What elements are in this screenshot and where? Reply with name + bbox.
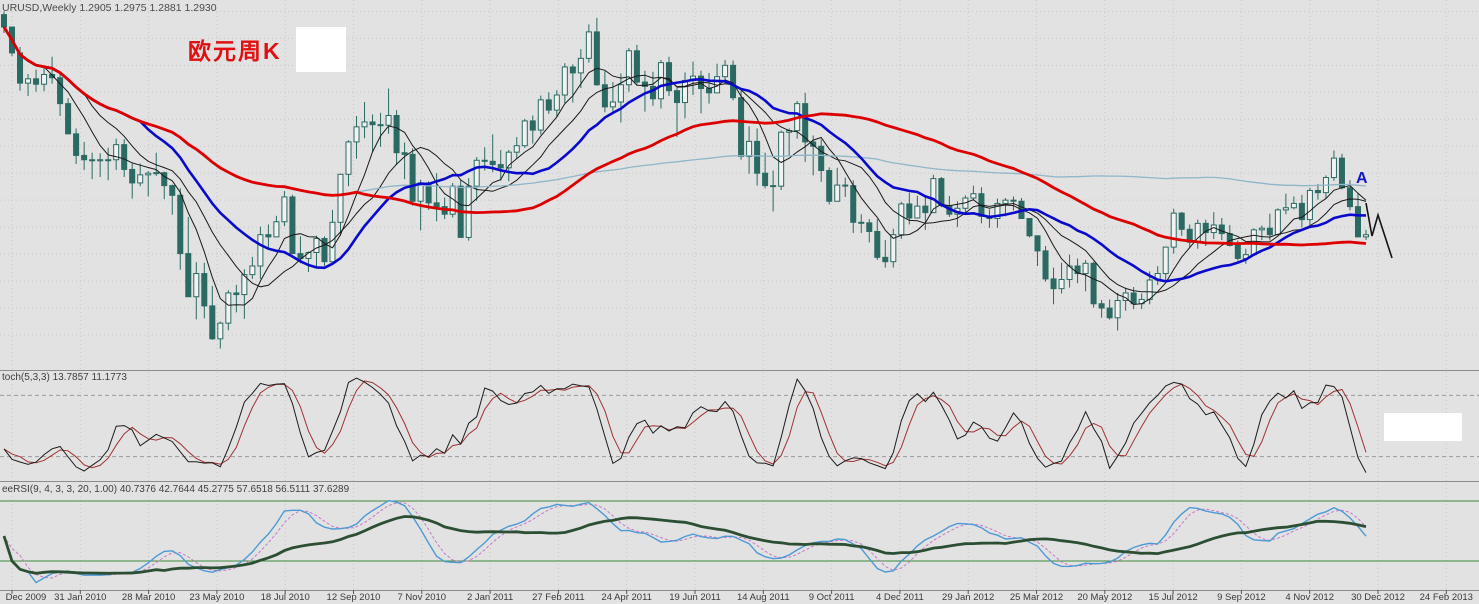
axis-layer	[0, 370, 1479, 594]
time-axis-label: 29 Jan 2012	[942, 592, 995, 603]
stoch-indicator-label: toch(5,3,3) 13.7857 11.1773	[2, 372, 127, 383]
grid-layer	[0, 0, 1479, 590]
whiteout-box	[1384, 413, 1462, 441]
marker-a-label: A	[1356, 170, 1368, 187]
ma-red	[2, 26, 1367, 247]
time-axis-label: 20 May 2012	[1077, 592, 1133, 603]
symbol-title: URUSD,Weekly 1.2905 1.2975 1.2881 1.2930	[2, 2, 217, 14]
time-axis-label: 30 Dec 2012	[1351, 592, 1405, 603]
time-axis-label: 9 Sep 2012	[1217, 592, 1266, 603]
time-axis-label: 4 Dec 2011	[875, 592, 924, 603]
time-axis-label: 18 Jul 2010	[260, 592, 310, 603]
time-axis: Dec 2009 31 Jan 2010 28 Mar 2010 23 May 201…	[0, 592, 1479, 604]
stoch-d-line	[3, 380, 1367, 469]
ma-blue	[2, 26, 1367, 283]
stoch-k-line	[3, 377, 1367, 473]
time-axis-label: 24 Apr 2011	[601, 592, 652, 603]
moving-averages-layer	[2, 26, 1367, 306]
rsi-indicator-label: eeRSI(9, 4, 3, 3, 20, 1.00) 40.7376 42.7…	[2, 484, 350, 495]
annotation-layer	[1365, 202, 1393, 259]
time-axis-label: 25 Mar 2012	[1009, 592, 1064, 603]
whiteout-box	[296, 27, 346, 72]
rsi-lines	[0, 499, 1479, 584]
rsi-dashed-line	[3, 502, 1367, 579]
ma-fast-black	[3, 26, 1367, 306]
time-axis-label: 24 Feb 2013	[1419, 592, 1473, 603]
stochastic-lines	[0, 377, 1479, 473]
time-axis-label: 12 Sep 2010	[326, 592, 381, 603]
time-axis-label: 31 Jan 2010	[54, 592, 107, 603]
time-axis-label: 14 Aug 2011	[736, 592, 790, 603]
time-axis-label: Dec 2009	[5, 592, 47, 603]
rsi-blue-line	[3, 499, 1367, 584]
chinese-annotation: 欧元周K	[188, 38, 282, 64]
time-axis-label: 9 Oct 2011	[808, 592, 855, 603]
time-axis-label: 19 Jun 2011	[669, 592, 721, 603]
time-axis-label: 4 Nov 2012	[1285, 592, 1334, 603]
rsi-green-line	[2, 515, 1367, 575]
zigzag-annotation	[1365, 202, 1393, 259]
time-axis-label: 27 Feb 2011	[532, 592, 585, 603]
time-axis-label: 2 Jan 2011	[466, 592, 514, 603]
ma-mid-black	[3, 26, 1367, 293]
time-axis-label: 7 Nov 2010	[397, 592, 447, 603]
time-axis-label: 28 Mar 2010	[121, 592, 176, 603]
time-axis-label: 23 May 2010	[189, 592, 245, 603]
time-axis-label: 15 Jul 2012	[1148, 592, 1198, 603]
